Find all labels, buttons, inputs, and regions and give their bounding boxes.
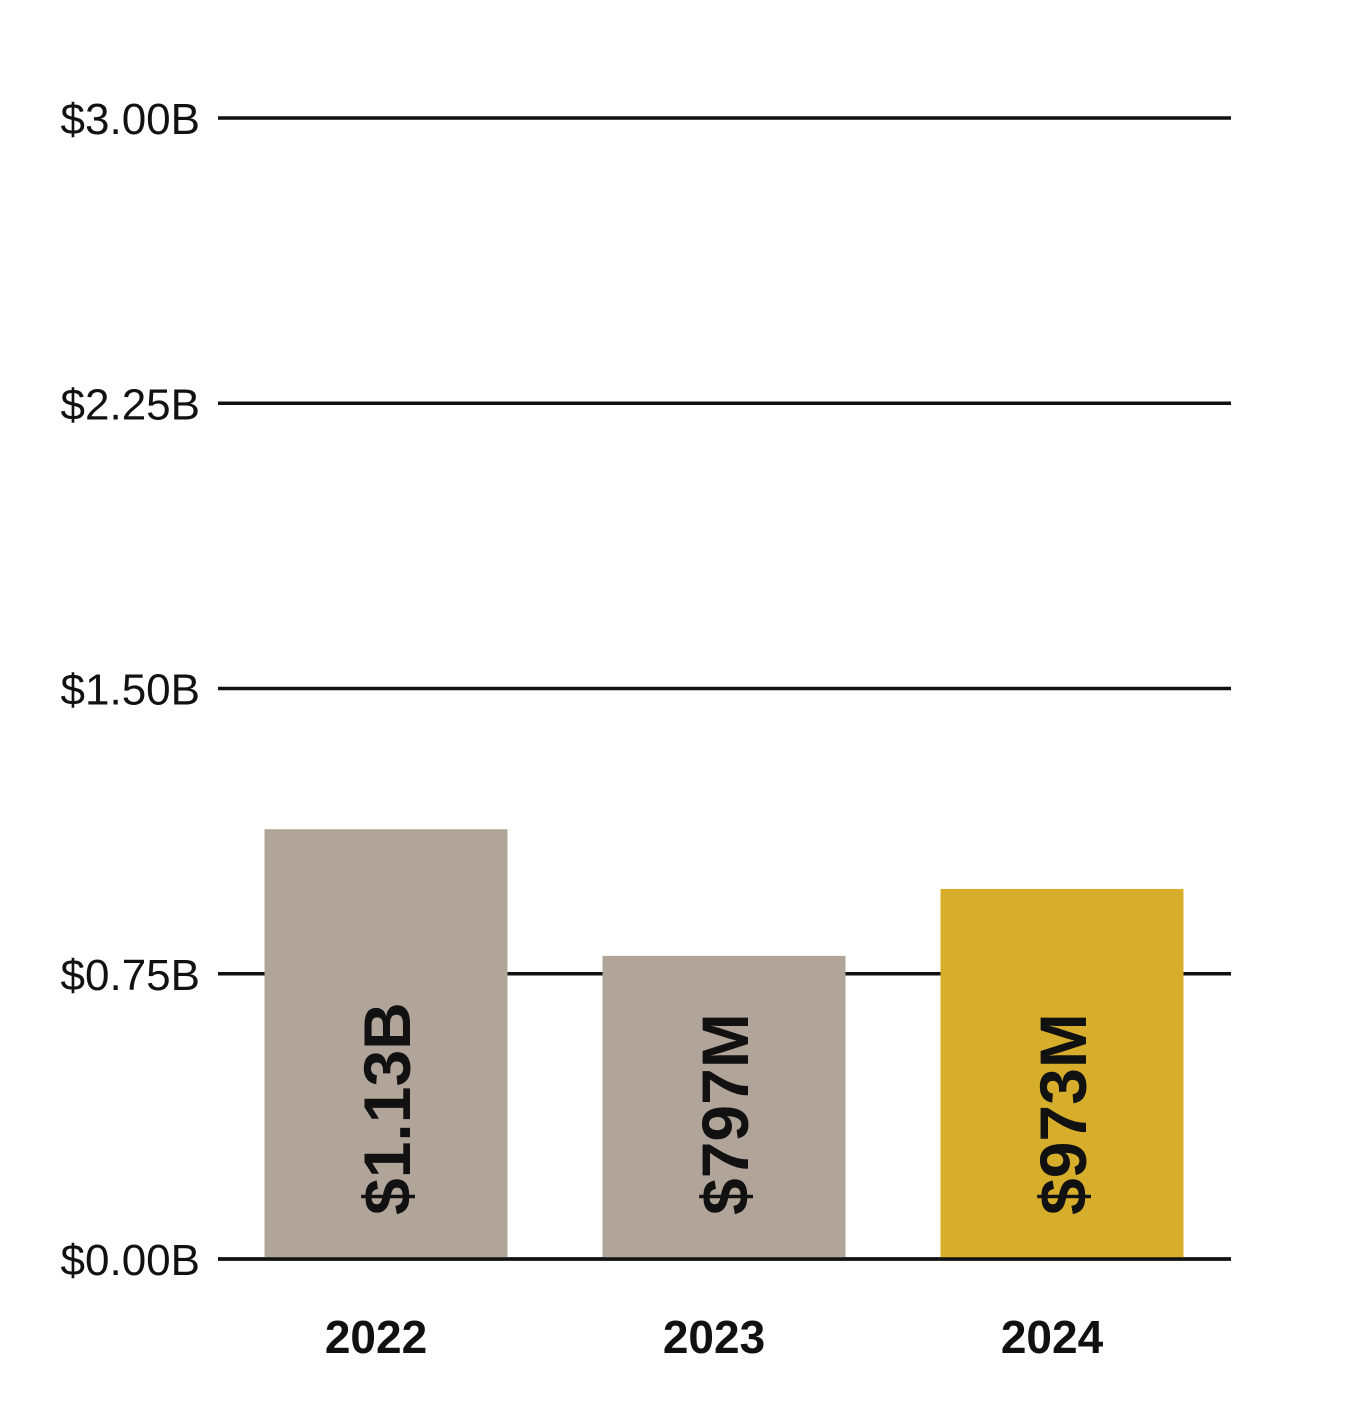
y-axis-ticks: $0.00B $0.75B $1.50B $2.25B $3.00B: [61, 95, 200, 1285]
y-tick-label: $1.50B: [61, 666, 200, 715]
x-tick-label: 2023: [663, 1311, 765, 1363]
bar-2024: [940, 888, 1184, 1259]
y-tick-label: $2.25B: [61, 380, 200, 429]
y-tick-label: $0.00B: [61, 1236, 200, 1285]
bar-value-label: $797M: [688, 1013, 762, 1215]
x-tick-label: 2024: [1001, 1311, 1104, 1363]
bar-value-label: $1.13B: [350, 1002, 424, 1215]
bar-value-label: $973M: [1026, 1013, 1100, 1215]
bar-2022: [264, 829, 508, 1259]
y-tick-label: $3.00B: [61, 95, 200, 144]
bars: $1.13B $797M $973M: [218, 829, 1231, 1261]
bar-2023: [602, 955, 846, 1259]
y-tick-label: $0.75B: [61, 951, 200, 1000]
x-tick-label: 2022: [325, 1311, 427, 1363]
x-axis-ticks: 2022 2023 2024: [325, 1311, 1104, 1363]
